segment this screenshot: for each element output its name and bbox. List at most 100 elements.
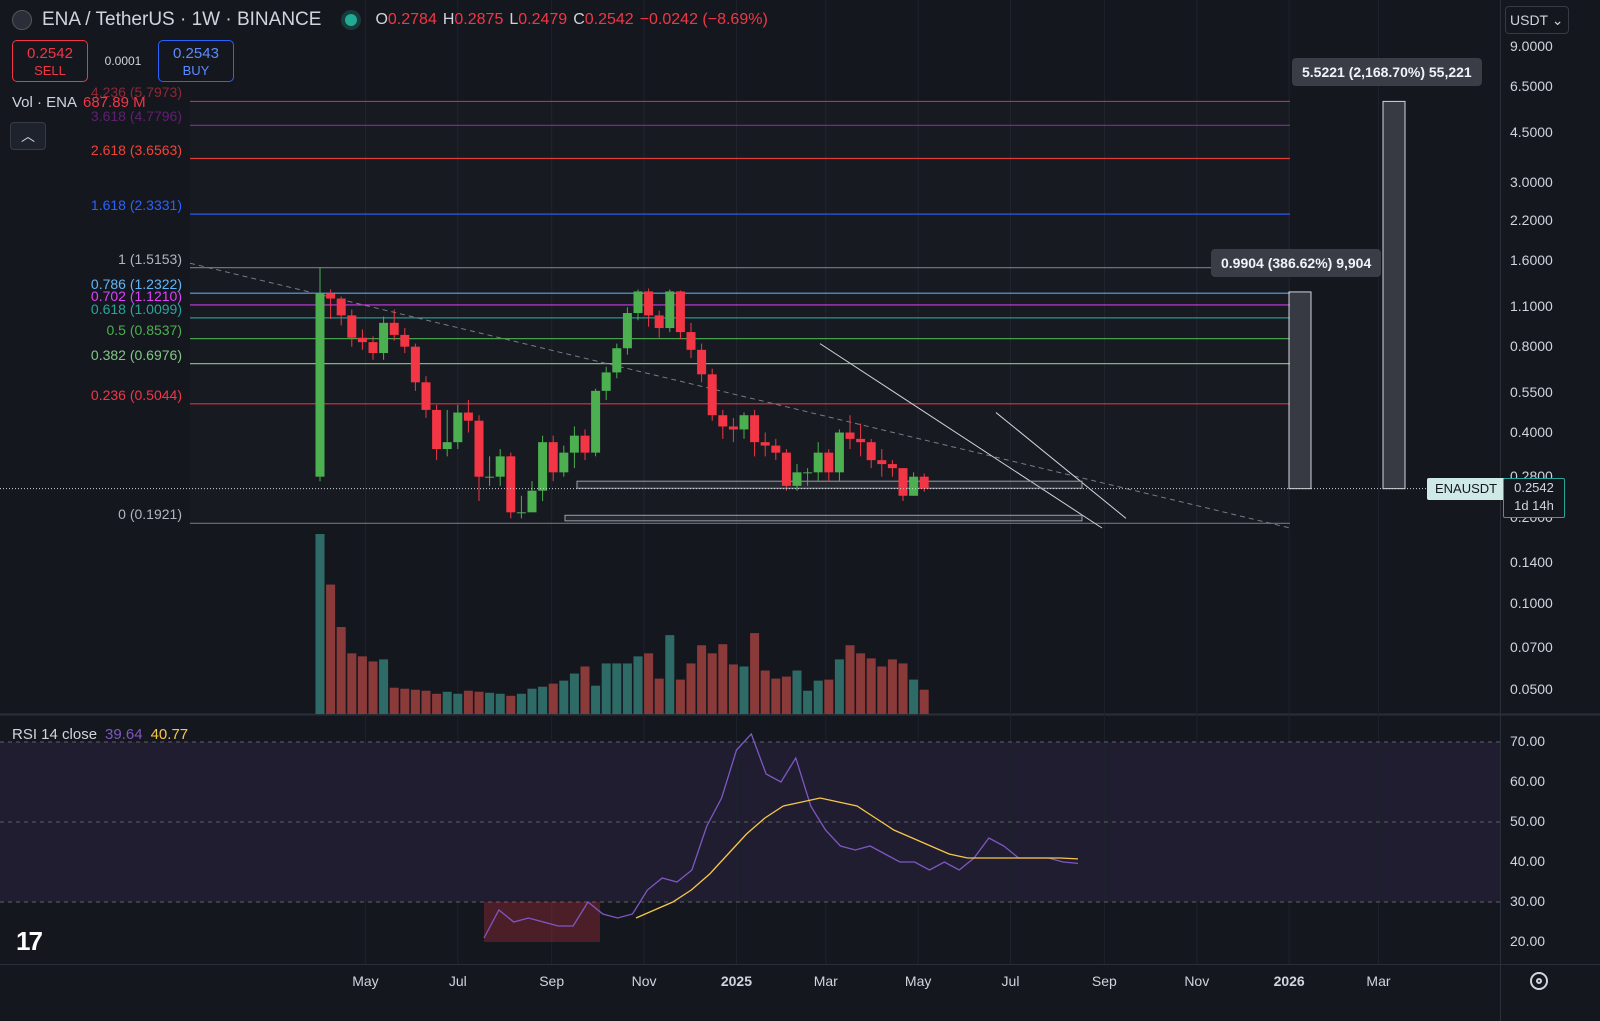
fib-label: 0.5 (0.8537) xyxy=(106,321,183,338)
time-tick-label: May xyxy=(352,973,379,989)
volume-bar xyxy=(665,635,675,714)
candle-body xyxy=(463,412,473,421)
volume-bar xyxy=(580,666,590,714)
price-tick-label: 0.0700 xyxy=(1510,639,1553,656)
spread-value: 0.0001 xyxy=(104,54,142,68)
volume-bar xyxy=(697,645,707,714)
price-tick-label: 0.5500 xyxy=(1510,384,1553,401)
candle-body xyxy=(750,415,760,443)
price-tick-label: 4.5000 xyxy=(1510,123,1553,140)
candle-body xyxy=(728,426,738,430)
sell-button[interactable]: 0.2542 SELL xyxy=(12,40,88,82)
measure-label-long: 5.5221 (2,168.70%) 55,221 xyxy=(1292,58,1482,86)
volume-bar xyxy=(474,691,484,714)
volume-bar xyxy=(559,680,569,714)
measure-label-short: 0.9904 (386.62%) 9,904 xyxy=(1211,249,1382,277)
symbol-price-tag: ENAUSDT xyxy=(1427,478,1506,500)
volume-bar xyxy=(506,695,516,714)
candle-body xyxy=(834,432,844,473)
candle-body xyxy=(538,442,548,491)
candle-body xyxy=(845,432,855,439)
collapse-legend-button[interactable]: ︿ xyxy=(10,122,46,150)
fib-label: 1 (1.5153) xyxy=(118,250,182,267)
volume-bar xyxy=(866,658,876,714)
currency-selector[interactable]: USDT ⌄ xyxy=(1505,6,1569,34)
volume-bar xyxy=(601,663,611,714)
candle-body xyxy=(548,442,558,473)
candle-body xyxy=(718,415,728,427)
volume-bar xyxy=(591,685,601,714)
volume-bar xyxy=(432,693,442,714)
candle-body xyxy=(326,293,336,299)
candle-body xyxy=(389,322,399,335)
volume-bar xyxy=(675,679,685,714)
gear-icon[interactable] xyxy=(1530,972,1548,990)
time-tick-label: Nov xyxy=(631,973,657,989)
measure-box xyxy=(1382,100,1406,490)
price-tick-label: 0.1400 xyxy=(1510,553,1553,570)
volume-bar xyxy=(548,683,558,714)
volume-bar xyxy=(834,659,844,714)
volume-bar xyxy=(718,644,728,714)
volume-bar xyxy=(771,678,781,714)
volume-bar xyxy=(612,663,622,714)
volume-bar xyxy=(760,670,770,714)
symbol-header: ENA / TetherUS · 1W · BINANCE O0.2784 H0… xyxy=(12,6,768,34)
volume-bar xyxy=(813,680,823,714)
volume-bar xyxy=(781,676,791,714)
time-tick-label: Sep xyxy=(539,973,565,989)
rsi-tick-label: 30.00 xyxy=(1510,893,1546,909)
price-tick-label: 1.1000 xyxy=(1510,298,1553,315)
volume-bar xyxy=(750,633,760,714)
time-tick-label: Sep xyxy=(1091,973,1117,989)
candle-body xyxy=(866,442,876,461)
candle-body xyxy=(336,298,346,316)
time-tick-label: May xyxy=(904,973,932,989)
volume-bar xyxy=(845,645,855,714)
candle-body xyxy=(622,313,632,349)
candle-body xyxy=(697,349,707,375)
candle-body xyxy=(813,452,823,473)
candle-body xyxy=(453,412,463,443)
volume-bar xyxy=(803,690,813,714)
price-tick-label: 0.1000 xyxy=(1510,595,1553,612)
rsi-tick-label: 70.00 xyxy=(1510,733,1546,749)
volume-bar xyxy=(357,656,367,714)
fib-label: 0.786 (1.2322) xyxy=(90,276,182,293)
candle-body xyxy=(781,452,791,486)
volume-legend[interactable]: Vol · ENA 687.89 M xyxy=(12,94,146,111)
candle-body xyxy=(919,476,929,489)
candle-body xyxy=(347,315,357,338)
price-tick-label: 0.0500 xyxy=(1510,681,1553,697)
time-tick-label: Jul xyxy=(1001,973,1020,989)
candle-body xyxy=(824,452,834,473)
volume-bar xyxy=(368,661,378,714)
volume-bar xyxy=(347,653,357,714)
candle-body xyxy=(506,456,516,513)
buy-button[interactable]: 0.2543 BUY xyxy=(158,40,234,82)
candle-body xyxy=(686,332,696,350)
fib-label: 0.618 (1.0099) xyxy=(90,300,182,317)
rsi-legend[interactable]: RSI 14 close 39.64 40.77 xyxy=(12,726,189,743)
volume-bar xyxy=(654,678,664,714)
ena-logo-icon xyxy=(12,10,32,30)
candle-body xyxy=(760,442,770,446)
candle-body xyxy=(803,472,813,474)
candle-body xyxy=(357,337,367,343)
fib-label: 0.236 (0.5044) xyxy=(90,386,182,403)
ohlc-readout: O0.2784 H0.2875 L0.2479 C0.2542 −0.0242 … xyxy=(375,11,768,28)
symbol-title[interactable]: ENA / TetherUS · 1W · BINANCE xyxy=(42,9,322,30)
candle-body xyxy=(856,438,866,443)
candle-body xyxy=(580,435,590,453)
rsi-tick-label: 50.00 xyxy=(1510,813,1546,829)
fib-label: 0.382 (0.6976) xyxy=(90,346,182,363)
main-pane xyxy=(0,0,1500,714)
support-zone-box xyxy=(576,480,1083,489)
volume-bar xyxy=(379,659,389,714)
price-tick-label: 3.0000 xyxy=(1510,174,1553,191)
time-tick-label: 2025 xyxy=(720,973,752,989)
fib-label: 0.702 (1.1210) xyxy=(90,287,182,304)
time-tick-label: Nov xyxy=(1184,973,1210,989)
price-tick-label: 0.8000 xyxy=(1510,337,1553,354)
